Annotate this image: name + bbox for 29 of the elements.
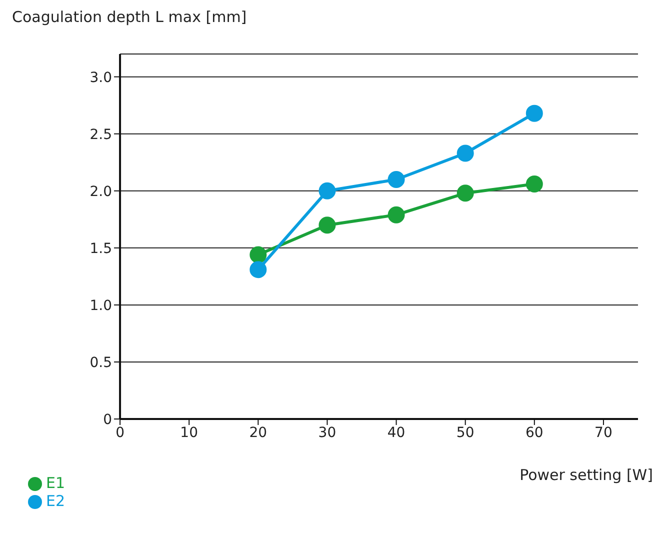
point [456,184,474,202]
legend-label: E2 [46,492,66,510]
x-tick-label: 50 [456,424,474,441]
x-tick-label: 10 [180,424,198,441]
point [250,246,267,264]
x-tick-label: 0 [116,424,124,441]
x-tick-label: 40 [387,424,406,441]
point [526,176,543,193]
point [456,144,474,162]
point [388,170,405,188]
legend-label: E1 [46,474,66,492]
point [318,182,336,200]
x-tick-label: 30 [318,424,336,441]
y-tick-label: 3.0 [90,70,112,86]
point [250,261,267,278]
y-tick-label: 2.0 [90,184,112,200]
y-tick-label: 0.5 [90,354,112,371]
x-tick-label: 20 [249,424,268,441]
x-tick-label: 70 [594,424,612,441]
point [526,104,543,122]
x-axis-title: Power setting [W] [520,466,653,484]
y-tick-label: 1.0 [90,298,112,314]
y-tick-label: 1.5 [90,240,112,257]
point [318,216,336,234]
x-tick-label: 60 [525,424,544,441]
point [388,206,405,224]
y-tick-label: 2.5 [90,126,112,143]
y-tick-label: 0 [103,412,112,428]
y-axis-title: Coagulation depth L max [mm] [12,8,248,26]
